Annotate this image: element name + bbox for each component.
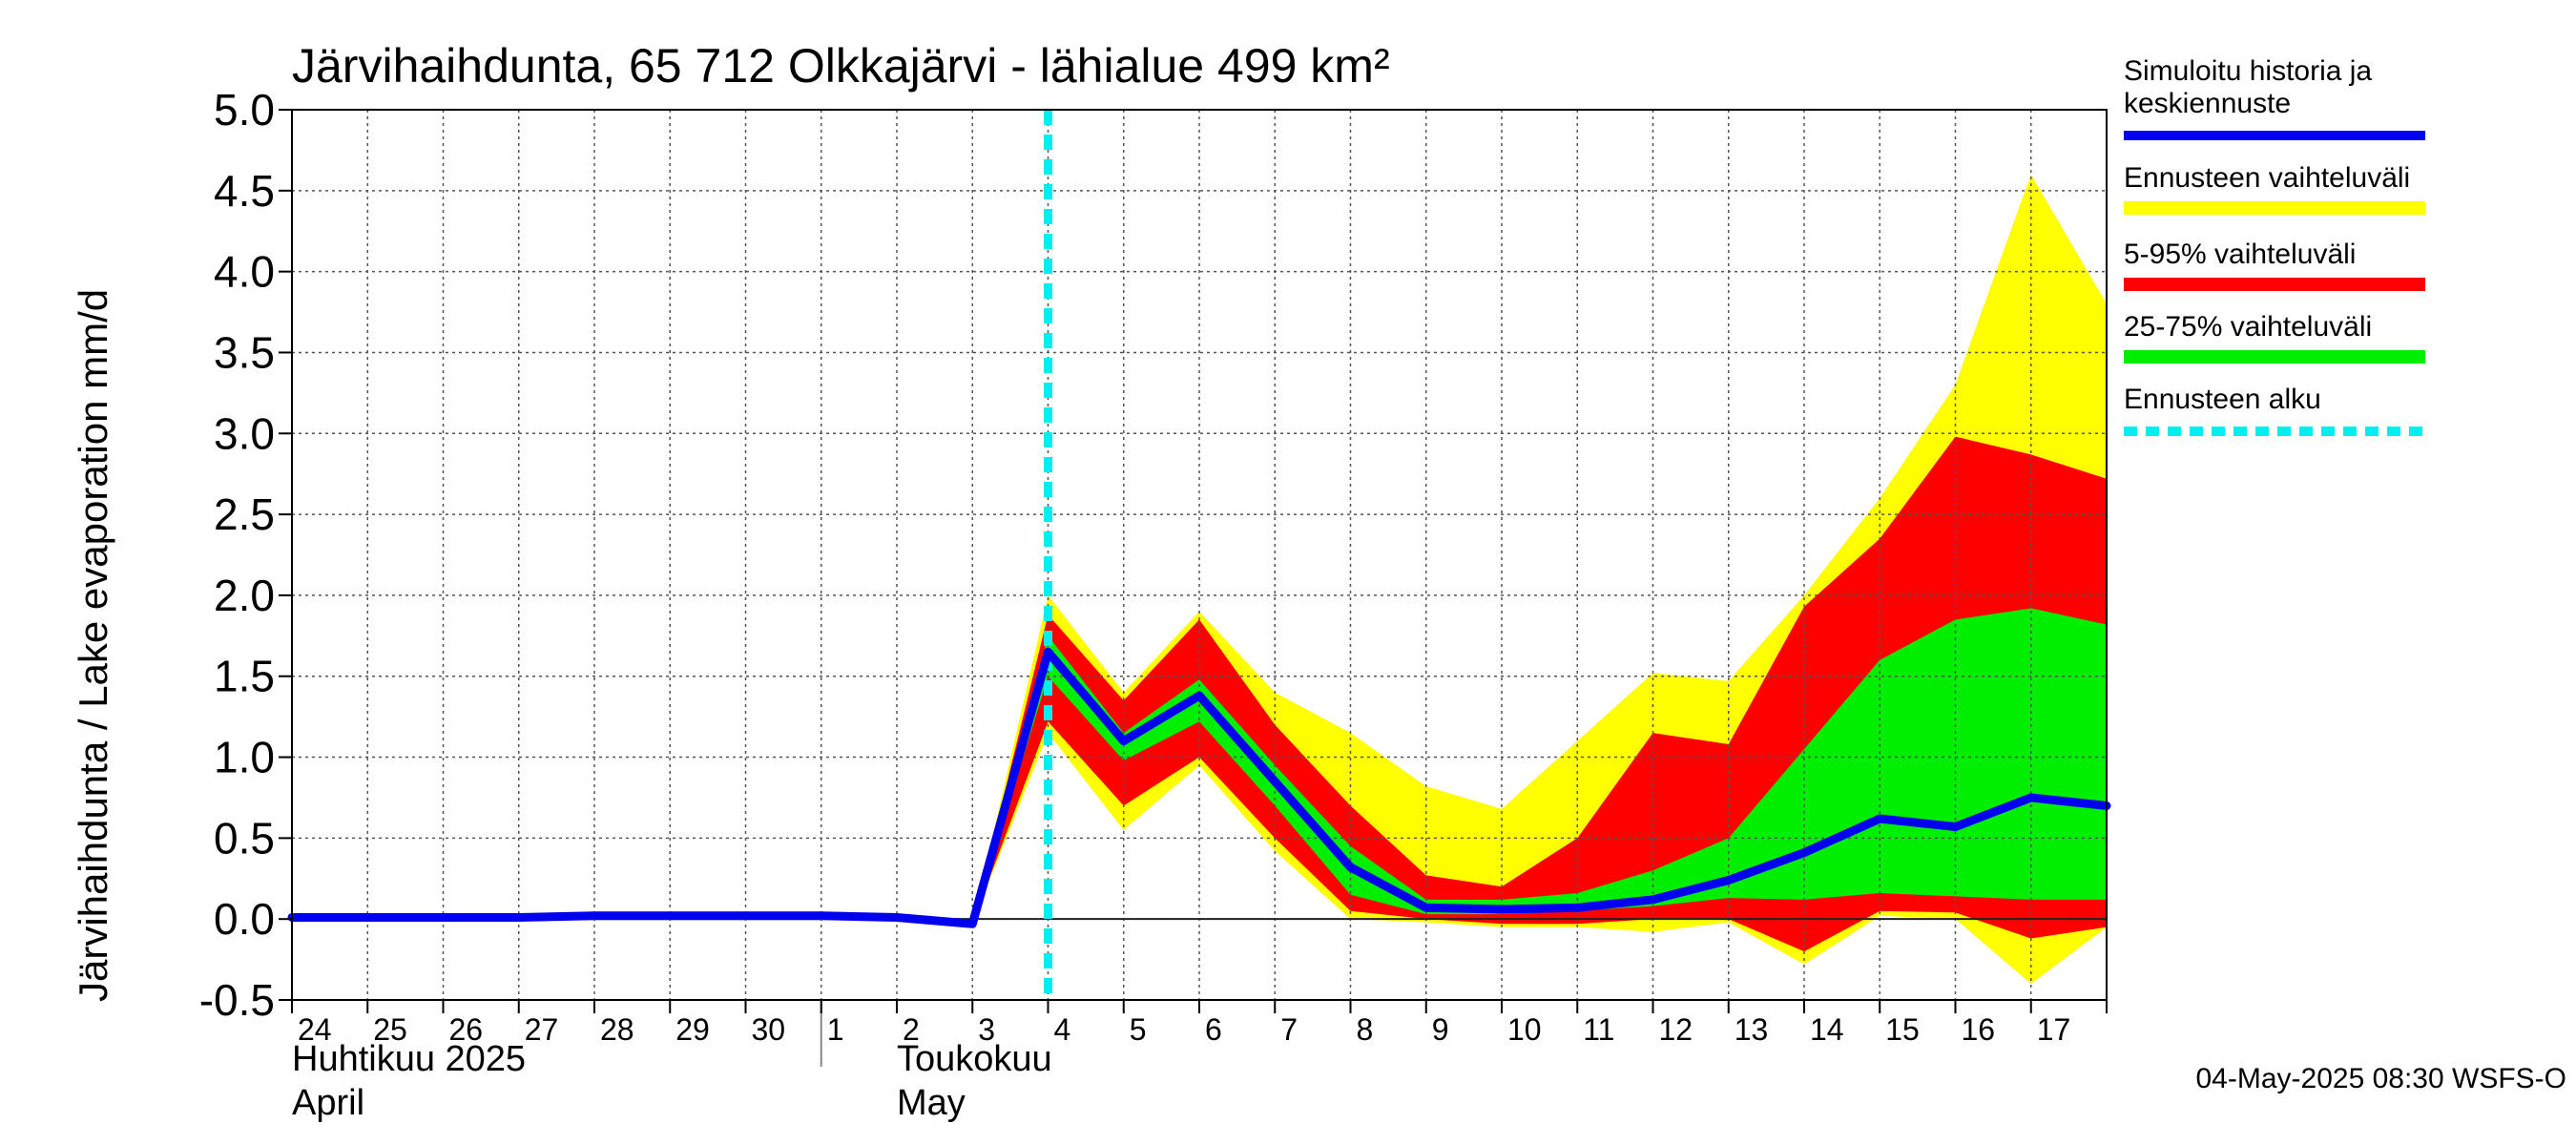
- y-tick-label: 3.0: [214, 408, 275, 458]
- x-tick-label: 16: [1962, 1012, 1996, 1047]
- x-tick-label: 4: [1054, 1012, 1071, 1047]
- y-tick-label: 1.0: [214, 733, 275, 782]
- x-tick-label: 5: [1130, 1012, 1147, 1047]
- legend-label-median-line2: keskiennuste: [2124, 88, 2291, 119]
- x-tick-label: 12: [1659, 1012, 1693, 1047]
- y-tick-label: 4.0: [214, 247, 275, 297]
- y-tick-label: -0.5: [199, 975, 275, 1025]
- series-lines: [287, 110, 2111, 1000]
- x-tick-label: 8: [1357, 1012, 1374, 1047]
- legend-label-red: 5-95% vaihteluväli: [2124, 239, 2356, 270]
- y-tick-label: 1.5: [214, 652, 275, 701]
- x-tick-label: 28: [600, 1012, 634, 1047]
- month-label-april-en: April: [292, 1083, 364, 1123]
- x-ticks: 24 25 26 27 28 29 30 1 2 3 4 5 6 7 8 9 10 11 12 13 14 15 16 17: [291, 1000, 2108, 1047]
- footer-timestamp: 04-May-2025 08:30 WSFS-O: [2196, 1063, 2567, 1094]
- legend-label-green: 25-75% vaihteluväli: [2124, 311, 2372, 343]
- month-label-may-en: May: [897, 1083, 966, 1123]
- y-tick-label: 2.0: [214, 571, 275, 620]
- x-tick-label: 11: [1583, 1012, 1614, 1047]
- x-tick-label: 27: [525, 1012, 559, 1047]
- x-tick-label: 15: [1885, 1012, 1920, 1047]
- x-tick-label: 7: [1280, 1012, 1298, 1047]
- y-tick-label: 5.0: [214, 85, 275, 135]
- series-line-median: [287, 647, 2111, 928]
- month-labels: Huhtikuu 2025 April Toukokuu May: [292, 1039, 1052, 1123]
- x-tick-label: 3: [978, 1012, 995, 1047]
- x-tick-label: 17: [2037, 1012, 2071, 1047]
- month-label-april-fi: Huhtikuu 2025: [292, 1039, 526, 1079]
- x-tick-label: 26: [449, 1012, 484, 1047]
- x-tick-label: 30: [752, 1012, 786, 1047]
- y-ticks: -0.5 0.0 0.5 1.0 1.5 2.0 2.5 3.0 3.5 4.0 4.5 5.0: [199, 85, 292, 1025]
- x-tick-label: 13: [1735, 1012, 1769, 1047]
- y-tick-label: 3.5: [214, 327, 275, 377]
- legend-label-yellow: Ennusteen vaihteluväli: [2124, 162, 2410, 194]
- x-tick-label: 9: [1432, 1012, 1449, 1047]
- month-label-may-fi: Toukokuu: [897, 1039, 1052, 1079]
- x-tick-label: 10: [1507, 1012, 1542, 1047]
- x-tick-label: 2: [903, 1012, 920, 1047]
- legend-label-forecast-start: Ennusteen alku: [2124, 384, 2321, 415]
- y-axis-label: Järvihaihdunta / Lake evaporation mm/d: [71, 289, 115, 1002]
- x-tick-label: 29: [675, 1012, 710, 1047]
- x-tick-label: 24: [298, 1012, 332, 1047]
- legend: Simuloitu historia ja keskiennuste Ennus…: [2124, 55, 2425, 436]
- x-tick-label: 1: [827, 1012, 844, 1047]
- x-tick-label: 14: [1810, 1012, 1844, 1047]
- x-tick-label: 25: [373, 1012, 407, 1047]
- legend-label-median-line1: Simuloitu historia ja: [2124, 55, 2372, 87]
- y-tick-label: 2.5: [214, 489, 275, 539]
- y-tick-label: 4.5: [214, 166, 275, 216]
- y-tick-label: 0.0: [214, 894, 275, 944]
- chart-title: Järvihaihdunta, 65 712 Olkkajärvi - lähi…: [292, 39, 1390, 93]
- x-tick-label: 6: [1205, 1012, 1222, 1047]
- y-tick-label: 0.5: [214, 813, 275, 863]
